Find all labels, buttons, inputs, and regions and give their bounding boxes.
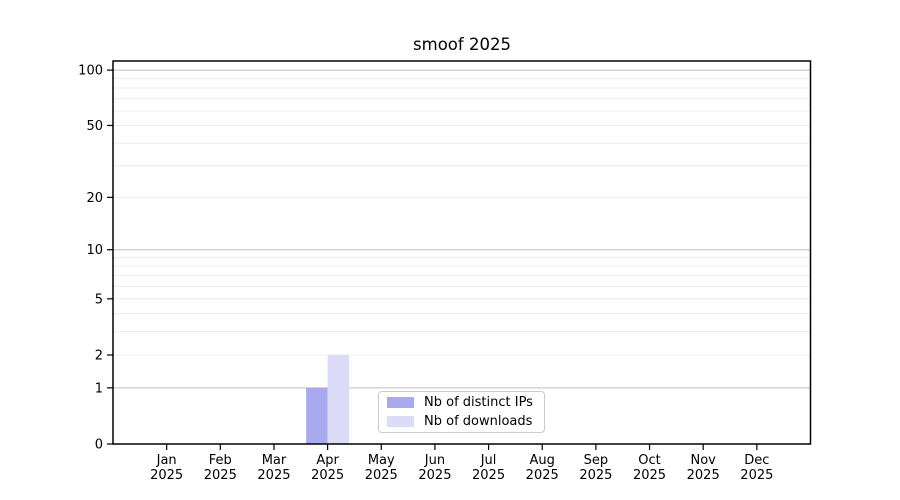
y-tick-label-5: 5 — [95, 292, 103, 307]
y-tick-label-2: 2 — [95, 348, 103, 363]
x-tick-label-year-aug: 2025 — [526, 468, 559, 483]
x-tick-label-month-may: May — [368, 453, 395, 468]
x-tick-label-month-feb: Feb — [209, 453, 232, 468]
x-tick-label-year-apr: 2025 — [311, 468, 344, 483]
y-tick-label-10: 10 — [86, 243, 103, 258]
x-tick-label-month-jan: Jan — [156, 453, 177, 468]
x-tick-label-month-jun: Jun — [424, 453, 445, 468]
chart-title: smoof 2025 — [413, 35, 511, 54]
y-tick-label-1: 1 — [95, 381, 103, 396]
x-tick-label-month-sep: Sep — [584, 453, 609, 468]
legend-label-downloads: Nb of downloads — [424, 414, 533, 429]
legend-row-downloads: Nb of downloads — [387, 414, 536, 429]
legend: Nb of distinct IPs Nb of downloads — [378, 391, 545, 433]
x-tick-label-year-feb: 2025 — [204, 468, 237, 483]
y-tick-label-0: 0 — [95, 438, 103, 453]
x-tick-label-year-jul: 2025 — [472, 468, 505, 483]
x-tick-label-year-nov: 2025 — [687, 468, 720, 483]
x-tick-label-year-jun: 2025 — [418, 468, 451, 483]
x-tick-label-year-mar: 2025 — [257, 468, 290, 483]
legend-swatch-downloads — [387, 416, 414, 427]
y-tick-label-20: 20 — [86, 191, 103, 206]
legend-swatch-distinct-ips — [387, 397, 414, 408]
x-tick-label-month-mar: Mar — [262, 453, 287, 468]
x-tick-label-year-jan: 2025 — [150, 468, 183, 483]
x-tick-label-year-dec: 2025 — [740, 468, 773, 483]
plot-border — [112, 60, 812, 445]
x-tick-label-month-jul: Jul — [480, 453, 497, 468]
x-tick-label-year-sep: 2025 — [579, 468, 612, 483]
y-tick-label-100: 100 — [78, 64, 103, 79]
x-tick-label-year-oct: 2025 — [633, 468, 666, 483]
x-tick-label-month-apr: Apr — [316, 453, 339, 468]
x-tick-label-year-may: 2025 — [365, 468, 398, 483]
x-tick-label-month-oct: Oct — [638, 453, 660, 468]
legend-row-distinct-ips: Nb of distinct IPs — [387, 395, 536, 410]
x-tick-label-month-nov: Nov — [691, 453, 717, 468]
bar-nb-of-downloads-apr-2025 — [327, 354, 350, 444]
bar-nb-of-distinct-ips-apr-2025 — [306, 387, 328, 444]
x-tick-label-month-dec: Dec — [744, 453, 769, 468]
y-tick-label-50: 50 — [86, 119, 103, 134]
legend-label-distinct-ips: Nb of distinct IPs — [424, 395, 533, 410]
x-tick-label-month-aug: Aug — [530, 453, 555, 468]
